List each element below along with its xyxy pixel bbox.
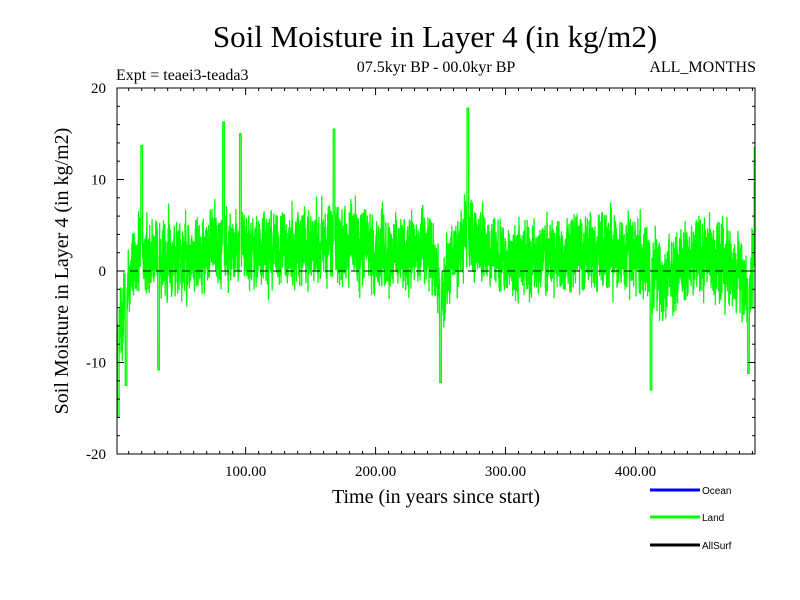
y-axis-title: Soil Moisture in Layer 4 (in kg/m2) xyxy=(51,128,73,415)
chart-title: Soil Moisture in Layer 4 (in kg/m2) xyxy=(213,19,657,54)
ticks-layer: 100.00 200.00 300.00 400.00 20 10 0 -10 -20 xyxy=(86,81,755,480)
y-tick-label: -20 xyxy=(86,447,106,463)
legend-label-land: Land xyxy=(702,513,724,524)
series-line-land xyxy=(116,107,756,419)
series-layer xyxy=(116,107,756,419)
x-tick-label: 200.00 xyxy=(355,464,396,480)
y-tick-label: 0 xyxy=(99,264,107,280)
x-tick-label: 300.00 xyxy=(485,464,526,480)
period-label: 07.5kyr BP - 00.0kyr BP xyxy=(357,59,516,76)
x-axis-title: Time (in years since start) xyxy=(332,486,540,508)
y-tick-label: 20 xyxy=(91,81,106,97)
legend-label-allsurf: AllSurf xyxy=(702,541,732,552)
y-tick-label: -10 xyxy=(86,356,106,372)
months-label: ALL_MONTHS xyxy=(649,59,756,76)
legend-label-ocean: Ocean xyxy=(702,486,731,497)
legend: Ocean Land AllSurf xyxy=(650,486,732,552)
x-tick-label: 100.00 xyxy=(225,464,266,480)
x-tick-label: 400.00 xyxy=(615,464,656,480)
experiment-label: Expt = teaei3-teada3 xyxy=(116,67,249,84)
y-tick-label: 10 xyxy=(91,173,106,189)
